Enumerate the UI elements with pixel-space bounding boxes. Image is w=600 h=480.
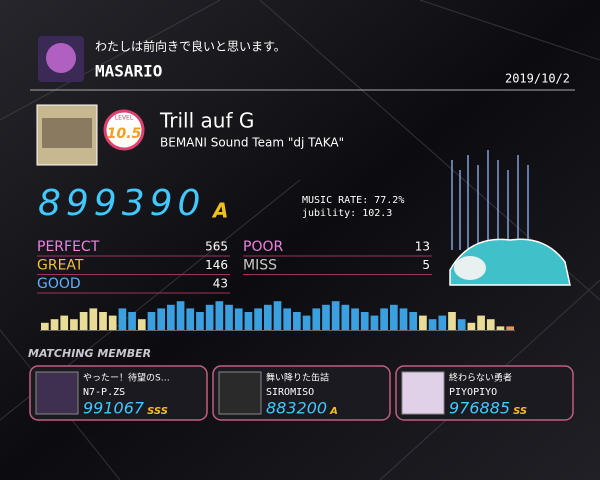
music-bar-column xyxy=(477,315,485,330)
judgement-label: POOR xyxy=(243,239,283,255)
music-bar-column xyxy=(283,308,292,330)
music-bar-column xyxy=(438,315,447,330)
judgement-count: 43 xyxy=(213,277,228,291)
member-comment: やったー！待望のS… xyxy=(83,372,170,384)
music-bar-column xyxy=(157,308,166,330)
music-bar-column xyxy=(108,315,117,330)
music-bar-column xyxy=(225,304,233,330)
music-bar-column xyxy=(196,312,204,330)
matching-title: MATCHING MEMBER xyxy=(28,347,151,360)
member-score: 991067 xyxy=(83,399,145,418)
member-rank: SSS xyxy=(147,406,168,417)
music-bar-column xyxy=(389,304,398,330)
music-bar-column xyxy=(409,312,418,330)
music-bar-column xyxy=(128,312,136,330)
artist: BEMANI Sound Team "dj TAKA" xyxy=(160,136,344,150)
music-bar-column xyxy=(50,319,59,330)
music-bar-column xyxy=(244,312,253,330)
music-bar-column xyxy=(70,319,78,330)
member-icon xyxy=(401,371,445,415)
music-bar-column xyxy=(263,304,272,330)
judgement-count: 5 xyxy=(422,258,430,272)
song-title: Trill auf G xyxy=(159,109,254,133)
level: 10.5 xyxy=(107,126,142,142)
music-bar-column xyxy=(351,308,359,330)
music-bar-column xyxy=(293,312,301,330)
music-bar-column xyxy=(273,301,282,330)
member-name: PIYOPIYO xyxy=(449,387,497,398)
music-bar-column xyxy=(205,304,214,330)
member-icon xyxy=(35,371,79,415)
judgement-label: GREAT xyxy=(37,258,84,274)
jacket-art xyxy=(42,118,92,148)
music-bar-column xyxy=(118,308,127,330)
music-bar-column xyxy=(428,319,437,330)
rank: A xyxy=(211,199,228,223)
music-bar-column xyxy=(331,301,340,330)
member-rank: A xyxy=(329,406,338,417)
music-bar-column xyxy=(79,312,88,330)
music-bar-column xyxy=(99,312,107,330)
music-bar-column xyxy=(457,319,466,330)
music-bar-column xyxy=(370,315,379,330)
member-name: N7-P.ZS xyxy=(83,387,125,398)
music-bar-column xyxy=(234,308,243,330)
music-bar-column xyxy=(341,304,350,330)
judgement-label: PERFECT xyxy=(37,239,100,255)
member-icon xyxy=(218,371,262,415)
music-bar-column xyxy=(41,322,49,330)
level-badge xyxy=(103,109,145,151)
music-bar-column xyxy=(215,301,224,330)
music-bar-column xyxy=(89,308,98,330)
music-bar-column xyxy=(186,308,195,330)
music-bar-column xyxy=(360,312,369,330)
music-bar-column xyxy=(506,326,514,330)
member-score: 976885 xyxy=(449,399,510,418)
date: 2019/10/2 xyxy=(505,72,570,86)
music-bar-column xyxy=(302,315,311,330)
judgement-label: GOOD xyxy=(37,276,81,292)
judgement-label: MISS xyxy=(243,258,277,274)
member-name: SIROMISO xyxy=(266,387,314,398)
music-bar-column xyxy=(496,326,505,330)
music-bar-column xyxy=(380,308,388,330)
music-bar-column xyxy=(419,315,427,330)
music-bar-column xyxy=(467,322,476,330)
judgement-count: 146 xyxy=(205,258,228,272)
music-bar-column xyxy=(322,304,330,330)
music-bar-column xyxy=(399,308,408,330)
character-head xyxy=(454,256,486,280)
music-bar-column xyxy=(60,315,69,330)
music-bar-column xyxy=(312,308,321,330)
music-bar-column xyxy=(167,304,175,330)
comment: わたしは前向きで良いと思います。 xyxy=(95,39,286,54)
gauge-streaks xyxy=(451,150,529,250)
avatar-art xyxy=(46,43,76,73)
jubility: jubility: 102.3 xyxy=(302,208,392,219)
music-bar-column xyxy=(448,312,456,330)
player-name: MASARIO xyxy=(95,62,162,81)
music-bar-column xyxy=(486,319,495,330)
music-bar-column xyxy=(254,308,262,330)
music-bar-column xyxy=(147,312,156,330)
judgement-count: 13 xyxy=(415,240,430,254)
level-label: LEVEL xyxy=(115,115,134,122)
music-rate: MUSIC RATE: 77.2% xyxy=(302,195,404,206)
score: 899390 xyxy=(38,183,205,224)
music-bar-column xyxy=(137,319,146,330)
member-comment: 終わらない勇者 xyxy=(449,372,512,384)
member-comment: 舞い降りた缶詰 xyxy=(266,372,329,384)
member-rank: SS xyxy=(513,406,527,417)
music-bar-column xyxy=(176,301,185,330)
member-score: 883200 xyxy=(266,399,327,418)
judgement-count: 565 xyxy=(205,240,228,254)
